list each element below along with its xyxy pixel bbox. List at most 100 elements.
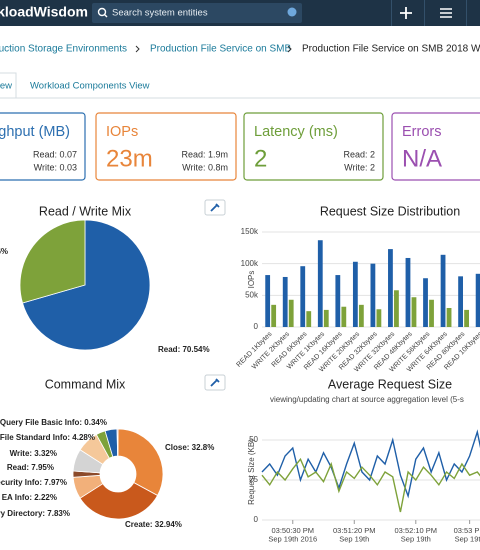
info-icon[interactable] (287, 7, 297, 17)
x-tick-label: 03:52:10 PM Sep 19th (395, 526, 438, 544)
bar (405, 257, 411, 327)
wrench-icon (210, 203, 220, 212)
data-label: Query File Basic Info: 0.34% (0, 418, 107, 427)
bar (464, 309, 469, 327)
breadcrumb-chevron (135, 45, 140, 53)
bar (352, 261, 358, 327)
bar (335, 275, 341, 327)
card-write: Write: 2 (344, 162, 375, 172)
y-tick-label: 150k (241, 227, 259, 236)
metric-card (243, 112, 384, 181)
data-label: Close: 32.8% (165, 443, 214, 452)
add-icon[interactable] (400, 7, 412, 19)
chart-title: Request Size Distribution (320, 204, 460, 218)
logo: WorkloadWisdom (0, 4, 88, 20)
data-label: Query Security Info: 7.97% (0, 478, 67, 487)
breadcrumb-link[interactable]: Production File Service on SMB (150, 44, 292, 55)
search-icon (104, 14, 108, 18)
slice (22, 219, 151, 351)
bar (411, 297, 417, 327)
separator (466, 0, 467, 26)
metric-card (0, 112, 86, 181)
chart-title: Read / Write Mix (39, 204, 132, 218)
card-value: N/A (402, 145, 442, 172)
bar (358, 304, 364, 327)
bar (306, 311, 312, 327)
card-write: Write: 0.8m (182, 162, 228, 172)
card-title: Errors (402, 124, 441, 140)
search-icon (97, 7, 107, 17)
metric-card (95, 112, 237, 181)
y-tick-label: 0 (254, 515, 259, 524)
metric-card (391, 112, 480, 181)
bar (341, 306, 347, 327)
bar (323, 309, 329, 327)
tab-label: View (0, 81, 12, 92)
card-write: Write: 0.03 (34, 162, 77, 172)
wrench-icon (210, 378, 220, 387)
slice (117, 428, 164, 497)
breadcrumb-current: Production File Service on SMB 2018 Week (302, 44, 480, 55)
card-value: 23m (106, 145, 153, 172)
bar (288, 299, 294, 327)
bar (394, 290, 399, 327)
bar (475, 273, 480, 327)
slice (79, 482, 159, 520)
bar (458, 276, 463, 327)
separator (424, 0, 425, 26)
data-label: Write: 29.46% (0, 247, 8, 256)
card-title: IOPs (106, 124, 138, 140)
x-tick-label: 03:50:30 PM Sep 19th 2016 (268, 526, 317, 544)
y-tick-label: 50k (245, 290, 259, 299)
card-title: Latency (ms) (254, 124, 338, 140)
tab-label[interactable]: Workload Components View (30, 81, 150, 92)
x-tick-label: 03:51:20 PM Sep 19th (333, 526, 376, 544)
y-axis-label: Request Size (KB) (247, 439, 256, 505)
bar (271, 304, 277, 327)
line-series (261, 429, 480, 499)
y-tick-label: 50 (249, 435, 258, 444)
y-axis-label: IOPs (247, 271, 256, 289)
card-value: 2 (254, 145, 267, 172)
line-series (261, 457, 480, 513)
y-tick-label: 100k (241, 259, 259, 268)
bar (265, 275, 271, 327)
search-box[interactable] (92, 3, 302, 23)
bar (376, 309, 382, 327)
bar (300, 266, 306, 327)
y-tick-label: 0 (254, 322, 259, 331)
bar (370, 263, 376, 327)
bar (440, 254, 446, 327)
chart-subtitle: viewing/updating chart at source aggrega… (270, 395, 464, 404)
slice (116, 428, 119, 457)
slice (19, 219, 86, 304)
chart-title: Average Request Size (328, 377, 452, 391)
card-title: Throughput (MB) (0, 124, 70, 140)
bar (446, 308, 452, 327)
separator (391, 0, 392, 26)
card-read: Read: 0.07 (33, 149, 77, 159)
y-tick-label: 25 (249, 475, 258, 484)
tab-active[interactable] (0, 72, 17, 99)
data-label: Write: 3.32% (10, 449, 57, 458)
card-read: Read: 2 (343, 149, 375, 159)
search-placeholder: Search system entities (112, 8, 208, 19)
bar (423, 278, 428, 327)
data-label: Query File EA Info: 2.22% (0, 493, 57, 502)
bar (317, 240, 323, 327)
data-label: Create: 32.94% (125, 520, 182, 529)
breadcrumb-chevron (287, 45, 292, 53)
bar (388, 249, 393, 327)
chart-title: Command Mix (45, 377, 126, 391)
data-label: Query Directory: 7.83% (0, 509, 70, 518)
card-read: Read: 1.9m (181, 149, 228, 159)
menu-icon[interactable] (440, 8, 452, 18)
data-label: Read: 70.54% (158, 345, 210, 354)
data-label: Query File Standard Info: 4.28% (0, 433, 95, 442)
breadcrumb-link[interactable]: Production Storage Environments (0, 44, 127, 55)
bar (429, 299, 434, 327)
bar (282, 276, 288, 327)
data-label: Read: 7.95% (7, 463, 54, 472)
